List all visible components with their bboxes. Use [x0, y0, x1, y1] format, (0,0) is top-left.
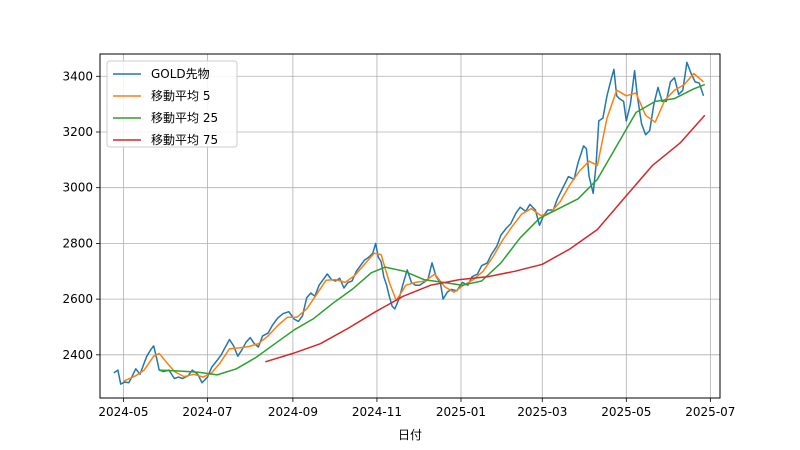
- legend-label: 移動平均 5: [151, 89, 210, 103]
- series-lines: [113, 61, 706, 385]
- x-tick-label: 2025-03: [517, 405, 567, 419]
- legend-label: GOLD先物: [151, 67, 210, 81]
- y-tick-label: 3400: [62, 69, 93, 83]
- y-tick-label: 2800: [62, 236, 93, 250]
- series-line-1: [123, 72, 704, 382]
- legend-box: [106, 60, 238, 148]
- x-tick-label: 2024-11: [352, 405, 402, 419]
- x-axis-label: 日付: [398, 428, 422, 442]
- axis-ticks: 2024-05 2024-07 2024-09 2024-11 2025-01 2025-…: [62, 69, 735, 419]
- x-tick-label: 2025-01: [436, 405, 486, 419]
- grid: [100, 54, 720, 398]
- x-tick-label: 2024-09: [268, 405, 318, 419]
- x-tick-label: 2025-07: [685, 405, 735, 419]
- series-line-3: [265, 114, 706, 363]
- legend-label: 移動平均 75: [151, 133, 218, 147]
- series-line-0: [113, 61, 705, 385]
- x-tick-label: 2024-07: [182, 405, 232, 419]
- x-tick-label: 2025-05: [601, 405, 651, 419]
- x-tick-label: 2024-05: [98, 405, 148, 419]
- y-tick-label: 2400: [62, 348, 93, 362]
- y-tick-label: 2600: [62, 292, 93, 306]
- series-line-2: [159, 83, 706, 376]
- y-tick-label: 3200: [62, 125, 93, 139]
- plot-frame: [99, 53, 721, 399]
- legend-label: 移動平均 25: [151, 111, 218, 125]
- y-tick-label: 3000: [62, 181, 93, 195]
